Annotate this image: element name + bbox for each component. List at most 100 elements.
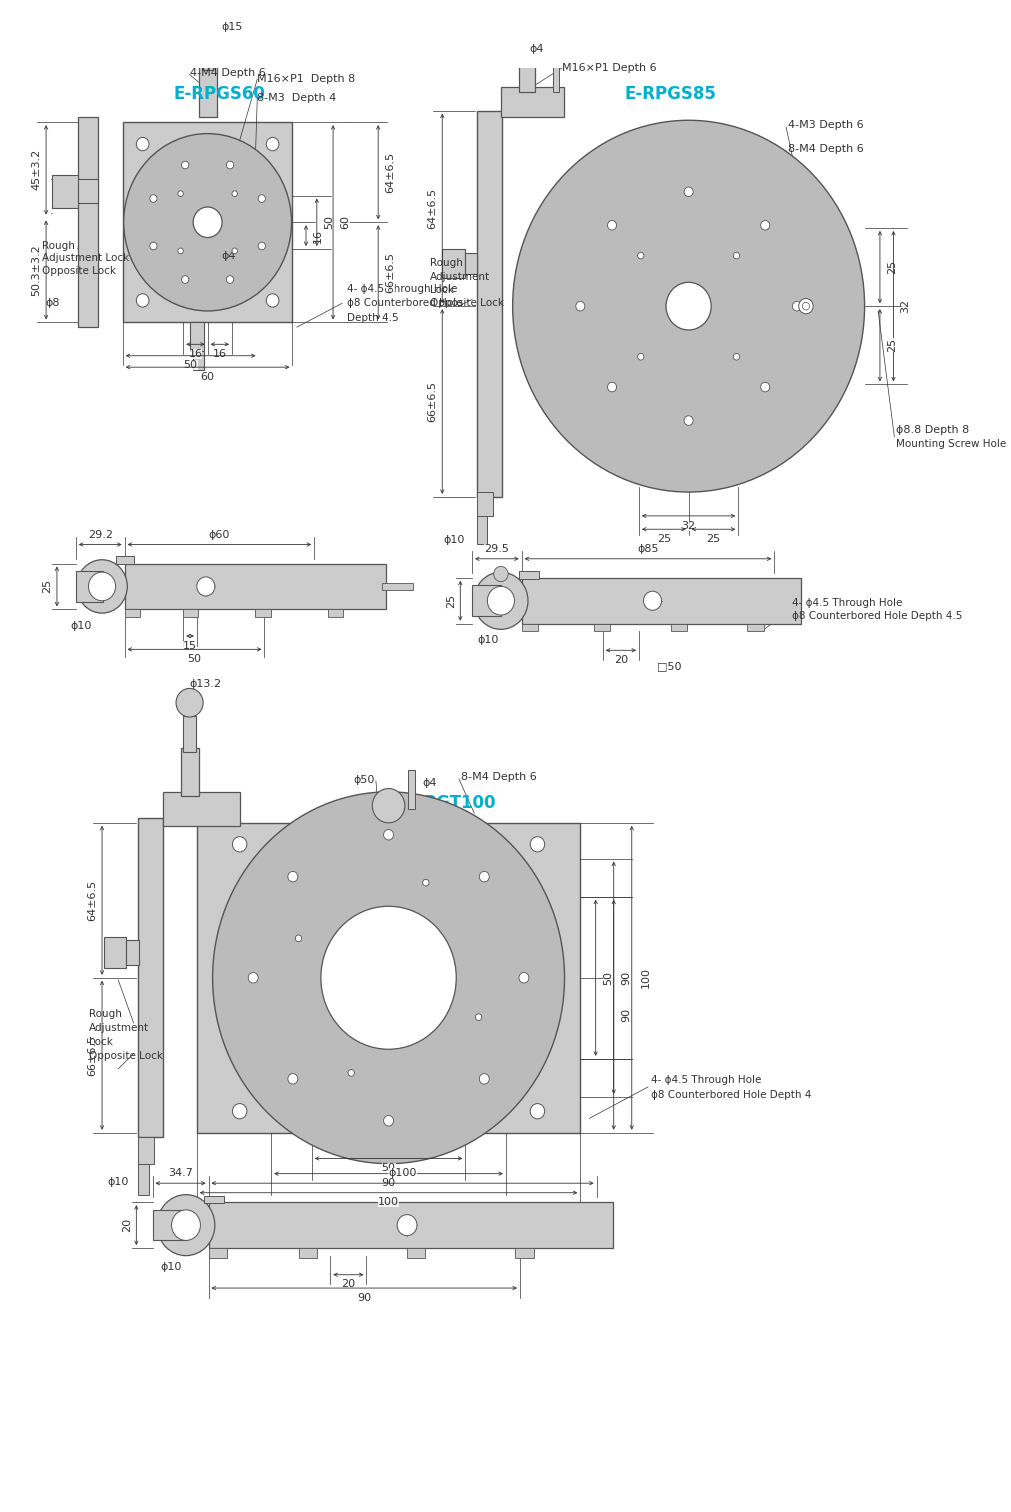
Circle shape [479, 1074, 488, 1084]
Text: 4-M3 Depth 6: 4-M3 Depth 6 [788, 119, 862, 130]
Text: 8-M3  Depth 4: 8-M3 Depth 4 [257, 94, 337, 103]
Circle shape [193, 207, 221, 237]
Circle shape [348, 1069, 354, 1077]
Text: 50: 50 [603, 971, 613, 984]
Circle shape [487, 587, 514, 615]
Circle shape [287, 1074, 297, 1084]
Circle shape [181, 162, 189, 169]
Circle shape [423, 880, 429, 886]
Circle shape [212, 792, 564, 1164]
Bar [381, 582, 412, 590]
Text: 29.5: 29.5 [484, 544, 509, 553]
Circle shape [295, 934, 301, 942]
Circle shape [372, 789, 404, 823]
Bar [139, 1164, 149, 1194]
Bar [519, 572, 538, 579]
Bar [328, 609, 343, 617]
Text: 66±6.5: 66±6.5 [385, 253, 395, 293]
Text: 50: 50 [381, 1163, 395, 1173]
Text: Depth 4.5: Depth 4.5 [346, 313, 398, 322]
Bar [78, 118, 97, 327]
Text: 4- ϕ4.5 Through Hole: 4- ϕ4.5 Through Hole [792, 597, 902, 608]
Circle shape [88, 572, 115, 600]
Circle shape [637, 354, 643, 360]
Text: ϕ10: ϕ10 [443, 535, 464, 544]
Bar [515, 1247, 533, 1258]
Bar [464, 253, 476, 274]
Text: 16: 16 [312, 228, 323, 242]
Circle shape [232, 191, 238, 197]
Text: Opposite Lock: Opposite Lock [430, 298, 503, 308]
Circle shape [383, 830, 393, 841]
Circle shape [232, 248, 238, 254]
Circle shape [150, 242, 157, 249]
Bar [193, 351, 204, 370]
Text: 4- ϕ4.5 Through Hole: 4- ϕ4.5 Through Hole [346, 284, 457, 293]
Bar [406, 1247, 425, 1258]
Circle shape [136, 138, 149, 151]
Bar [521, 6, 532, 42]
Circle shape [176, 688, 203, 717]
Text: 20: 20 [121, 1219, 131, 1232]
Bar [104, 937, 126, 968]
Bar [471, 585, 500, 615]
Text: E-RPGT100: E-RPGT100 [393, 794, 495, 812]
Bar [78, 180, 97, 203]
Text: ϕ4: ϕ4 [423, 777, 437, 788]
Bar [153, 1210, 187, 1240]
Text: ϕ4: ϕ4 [529, 44, 544, 54]
Circle shape [802, 302, 809, 310]
Text: Rough: Rough [88, 1009, 121, 1019]
Text: 100: 100 [640, 968, 650, 989]
Circle shape [226, 275, 234, 283]
Circle shape [258, 195, 265, 203]
Circle shape [157, 1194, 214, 1255]
Circle shape [233, 1104, 247, 1119]
Text: 25: 25 [42, 579, 53, 594]
Text: ϕ8.8 Depth 8: ϕ8.8 Depth 8 [896, 425, 969, 435]
Bar [208, 1247, 226, 1258]
Circle shape [196, 578, 214, 596]
Text: 20: 20 [341, 1279, 355, 1290]
Circle shape [178, 248, 183, 254]
Circle shape [171, 1210, 200, 1240]
Text: 25: 25 [706, 534, 720, 544]
Circle shape [643, 591, 661, 611]
Text: 20: 20 [614, 655, 628, 665]
Bar [442, 249, 464, 278]
Text: Opposite Lock: Opposite Lock [88, 1051, 163, 1061]
Circle shape [530, 836, 544, 851]
Bar [139, 818, 163, 1137]
Text: Mounting Screw Hole: Mounting Screw Hole [896, 440, 1005, 449]
Text: 50: 50 [324, 215, 334, 230]
Text: Rough: Rough [430, 259, 462, 268]
Text: ϕ100: ϕ100 [388, 1169, 417, 1178]
Circle shape [575, 301, 584, 311]
Text: 25: 25 [656, 534, 670, 544]
Circle shape [233, 836, 247, 851]
Text: 64±6.5: 64±6.5 [87, 880, 97, 921]
Text: 90: 90 [621, 971, 630, 984]
Circle shape [196, 15, 218, 38]
Bar [122, 122, 292, 322]
Text: 60: 60 [340, 215, 350, 230]
Bar [198, 65, 216, 118]
Bar [500, 86, 563, 118]
Text: 4- ϕ4.5 Through Hole: 4- ϕ4.5 Through Hole [650, 1075, 760, 1086]
Bar [553, 59, 558, 92]
Bar [476, 516, 487, 544]
Circle shape [760, 383, 769, 392]
Circle shape [513, 121, 863, 491]
Circle shape [514, 0, 539, 8]
Text: ϕ60: ϕ60 [208, 529, 229, 540]
Text: 45±3.2: 45±3.2 [31, 150, 41, 191]
Text: 90: 90 [381, 1178, 395, 1188]
Circle shape [136, 293, 149, 307]
Text: 64±6.5: 64±6.5 [428, 187, 438, 228]
Circle shape [287, 871, 297, 881]
Bar [519, 39, 535, 92]
Text: 90: 90 [621, 1007, 630, 1022]
Bar [521, 578, 801, 623]
Bar [476, 491, 492, 516]
Text: Lock: Lock [88, 1037, 112, 1048]
